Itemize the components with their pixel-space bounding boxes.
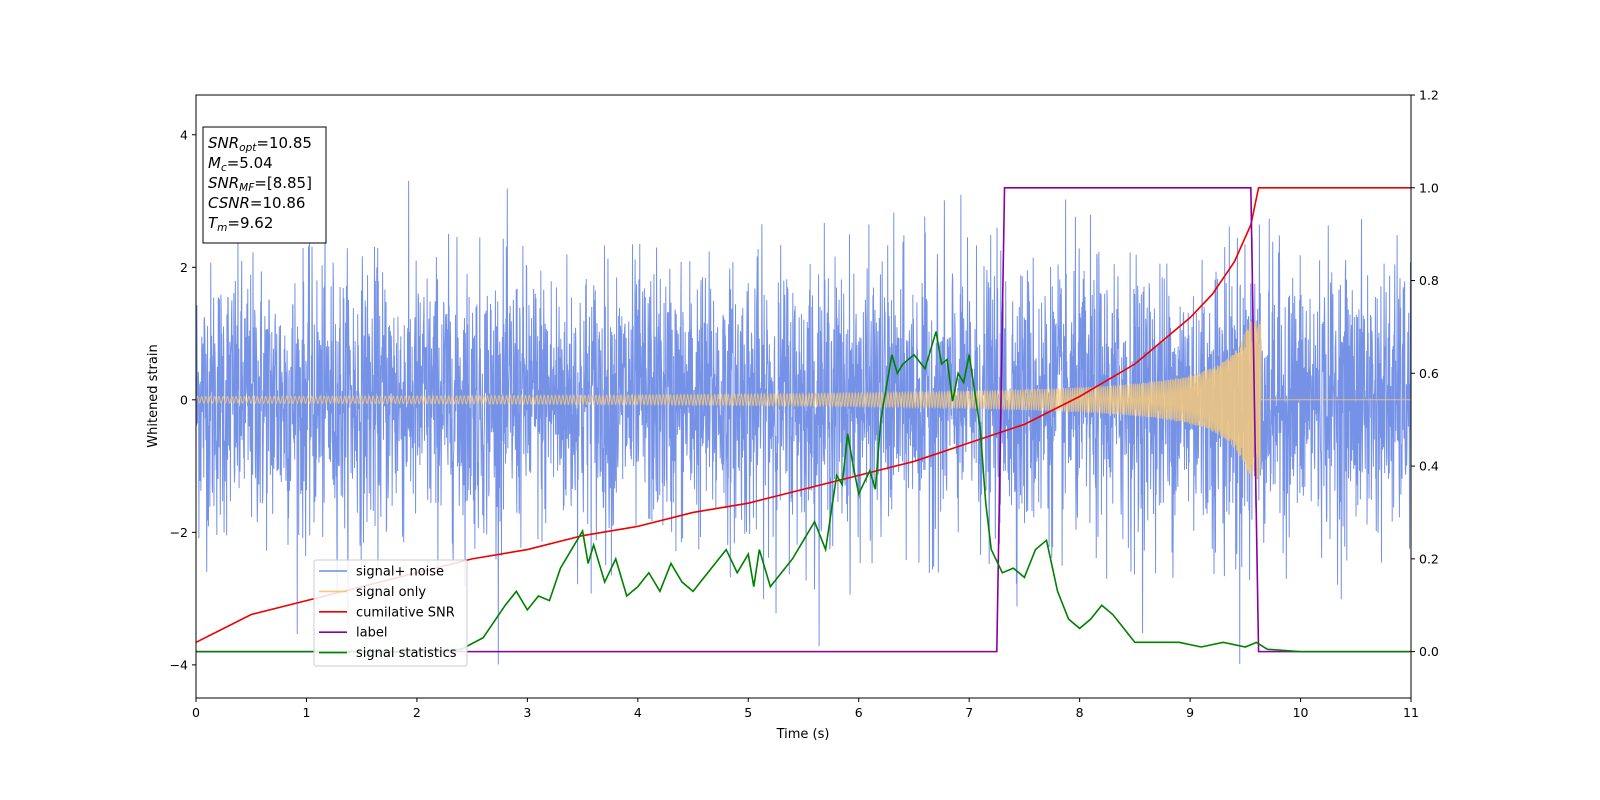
y-tick-label: 4 (180, 127, 188, 142)
legend-entry: signal+ noise (356, 565, 444, 580)
y-tick-label: −4 (170, 657, 188, 672)
y2-tick-label: 1.2 (1419, 88, 1439, 103)
y2-tick-label: 0.8 (1419, 273, 1439, 288)
y-tick-label: −2 (170, 525, 188, 540)
annotation-line: CSNR=10.86 (208, 194, 305, 212)
x-axis-label: Time (s) (776, 727, 830, 742)
annotation-line: Mc=5.04 (208, 154, 273, 174)
y2-tick-label: 0.2 (1419, 551, 1439, 566)
series-signal-statistics (196, 331, 1411, 653)
x-tick-label: 2 (413, 705, 421, 720)
x-tick-label: 11 (1403, 705, 1419, 720)
annotation-line: SNRMF=[8.85] (208, 174, 312, 194)
stats-annotation-box: SNRopt=10.85Mc=5.04SNRMF=[8.85]CSNR=10.8… (202, 126, 327, 244)
annotation-frame (202, 126, 327, 244)
series-label (196, 186, 1411, 653)
x-tick-label: 7 (965, 705, 973, 720)
y2-tick-label: 0.4 (1419, 459, 1439, 474)
y2-tick-label: 0.6 (1419, 366, 1439, 381)
y2-tick-label: 1.0 (1419, 180, 1439, 195)
legend-entry: cumilative SNR (356, 605, 455, 620)
legend-entry: signal statistics (356, 646, 457, 661)
x-tick-label: 10 (1293, 705, 1309, 720)
x-tick-label: 6 (855, 705, 863, 720)
legend-entry: signal only (356, 585, 426, 600)
legend: signal+ noise signal only cumilative SNR la… (313, 559, 468, 667)
y-axis-label: Whitened strain (146, 344, 161, 447)
x-tick-label: 8 (1076, 705, 1084, 720)
y-tick-label: 2 (180, 260, 188, 275)
x-tick-label: 0 (192, 705, 200, 720)
axes-frame (195, 94, 1412, 699)
x-tick-label: 9 (1186, 705, 1194, 720)
x-axis: 0 1 2 3 4 5 6 7 8 9 10 11 (192, 698, 1419, 720)
legend-entry: label (356, 626, 387, 641)
x-tick-label: 4 (634, 705, 642, 720)
series-signal-only (196, 320, 1411, 480)
x-tick-label: 1 (302, 705, 310, 720)
annotation-line: SNRopt=10.85 (208, 134, 312, 154)
y2-tick-label: 0.0 (1419, 644, 1439, 659)
annotation-line: Tm=9.62 (208, 214, 273, 234)
x-tick-label: 3 (523, 705, 531, 720)
y-tick-label: 0 (180, 392, 188, 407)
y-axis-left: −4 −2 0 2 4 (170, 127, 196, 672)
y-axis-right: 0.0 0.2 0.4 0.6 0.8 1.0 1.2 (1411, 88, 1439, 659)
x-tick-label: 5 (744, 705, 752, 720)
legend-frame (313, 559, 468, 667)
